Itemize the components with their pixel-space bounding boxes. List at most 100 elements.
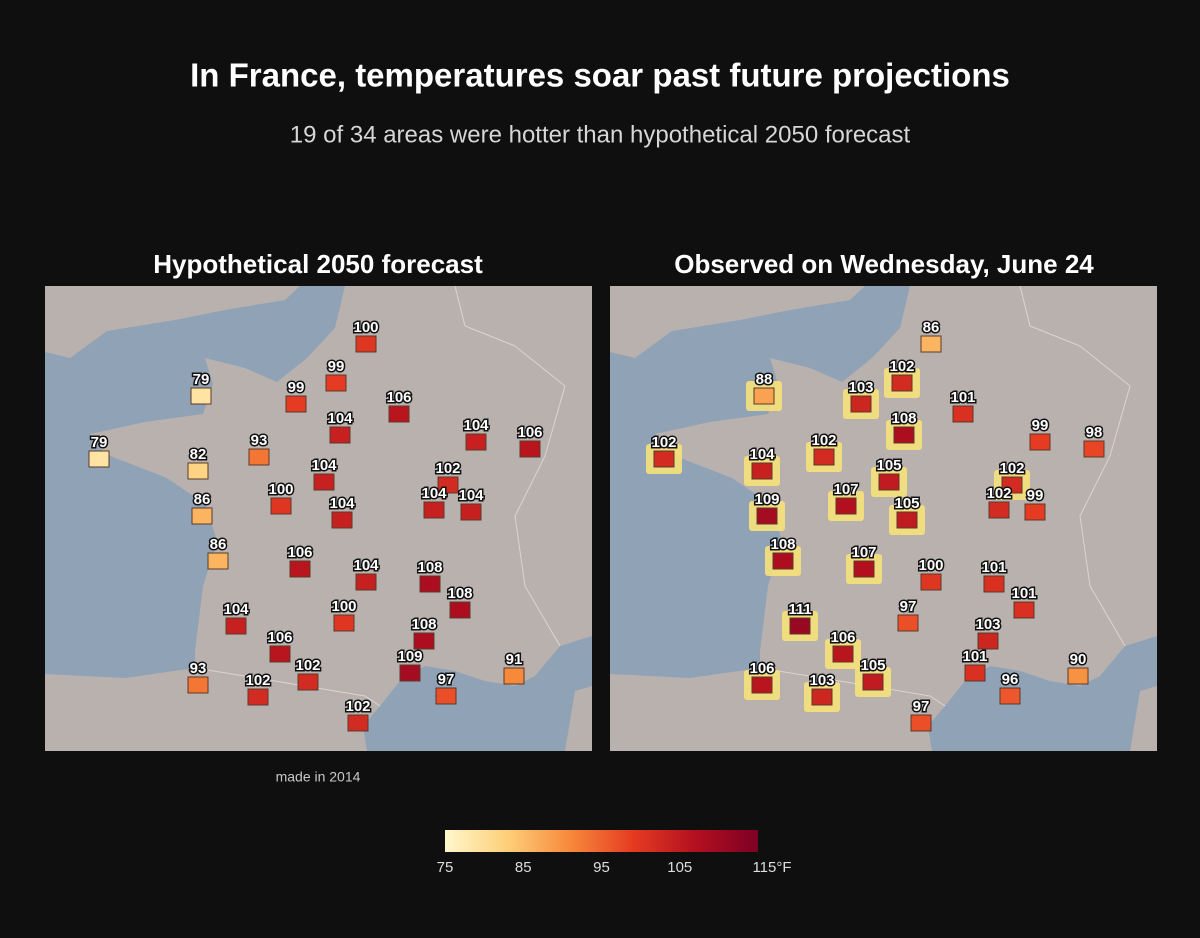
station-marker (329, 426, 351, 444)
station-marker (1067, 667, 1089, 685)
station-marker (920, 573, 942, 591)
station-marker (355, 335, 377, 353)
station-label: 105 (876, 457, 901, 474)
station-label: 100 (268, 481, 293, 498)
station-label: 104 (421, 485, 447, 502)
station-label: 79 (91, 434, 108, 451)
station-marker (325, 374, 347, 392)
station-label: 102 (245, 672, 270, 689)
station-label: 100 (918, 557, 943, 574)
station-label: 104 (327, 410, 353, 427)
station-label: 90 (1070, 651, 1087, 668)
station-label: 93 (190, 660, 207, 677)
station-label: 88 (756, 371, 773, 388)
scale-tick-label: 75 (437, 859, 454, 876)
station-marker (1001, 476, 1023, 494)
station-label: 99 (328, 358, 345, 375)
station-marker (313, 473, 335, 491)
station-label: 104 (353, 557, 379, 574)
station-label: 102 (345, 698, 370, 715)
station-label: 102 (986, 485, 1011, 502)
station-marker (1083, 440, 1105, 458)
land (565, 686, 592, 751)
station-label: 82 (190, 446, 207, 463)
station-label: 107 (851, 544, 876, 561)
station-marker (1013, 601, 1035, 619)
station-marker (413, 632, 435, 650)
station-label: 97 (913, 698, 930, 715)
station-marker (465, 433, 487, 451)
scale-tick-label: 95 (593, 859, 610, 876)
station-marker (983, 575, 1005, 593)
station-marker (88, 450, 110, 468)
station-label: 101 (981, 559, 1006, 576)
station-marker (999, 687, 1021, 705)
station-marker (753, 387, 775, 405)
station-label: 104 (749, 446, 775, 463)
station-label: 103 (809, 672, 834, 689)
station-marker (653, 450, 675, 468)
station-marker (896, 511, 918, 529)
station-label: 99 (288, 379, 305, 396)
station-marker (835, 497, 857, 515)
station-marker (503, 667, 525, 685)
station-marker (964, 664, 986, 682)
station-marker (1029, 433, 1051, 451)
station-marker (862, 673, 884, 691)
station-label: 104 (463, 417, 489, 434)
station-label: 106 (287, 544, 312, 561)
color-scale-bar (445, 830, 758, 852)
station-label: 104 (311, 457, 337, 474)
station-marker (756, 507, 778, 525)
station-label: 101 (962, 648, 987, 665)
station-marker (355, 573, 377, 591)
station-label: 102 (435, 460, 460, 477)
station-marker (423, 501, 445, 519)
station-label: 98 (1086, 424, 1103, 441)
station-label: 106 (386, 389, 411, 406)
station-label: 109 (397, 648, 422, 665)
station-label: 108 (411, 616, 436, 633)
station-marker (347, 714, 369, 732)
title: In France, temperatures soar past future… (190, 57, 1010, 94)
station-label: 103 (848, 379, 873, 396)
station-label: 101 (1011, 585, 1036, 602)
station-label: 101 (950, 389, 975, 406)
station-label: 108 (417, 559, 442, 576)
station-label: 97 (900, 598, 917, 615)
station-label: 100 (353, 319, 378, 336)
station-label: 111 (788, 601, 811, 618)
station-label: 103 (975, 616, 1000, 633)
station-label: 91 (506, 651, 523, 668)
station-label: 86 (194, 491, 211, 508)
station-marker (435, 687, 457, 705)
station-marker (751, 462, 773, 480)
station-marker (449, 601, 471, 619)
station-marker (952, 405, 974, 423)
land (610, 286, 865, 358)
station-label: 102 (651, 434, 676, 451)
station-marker (893, 426, 915, 444)
station-marker (333, 614, 355, 632)
station-marker (910, 714, 932, 732)
station-marker (289, 560, 311, 578)
station-marker (751, 676, 773, 694)
station-label: 108 (447, 585, 472, 602)
station-label: 99 (1032, 417, 1049, 434)
station-label: 93 (251, 432, 268, 449)
station-label: 97 (438, 671, 455, 688)
station-label: 96 (1002, 671, 1019, 688)
station-marker (297, 673, 319, 691)
station-label: 104 (223, 601, 249, 618)
station-marker (269, 645, 291, 663)
station-marker (331, 511, 353, 529)
station-marker (388, 405, 410, 423)
station-marker (460, 503, 482, 521)
land (45, 286, 592, 751)
station-label: 108 (891, 410, 916, 427)
station-label: 79 (193, 371, 210, 388)
station-marker (850, 395, 872, 413)
station-label: 106 (830, 629, 855, 646)
